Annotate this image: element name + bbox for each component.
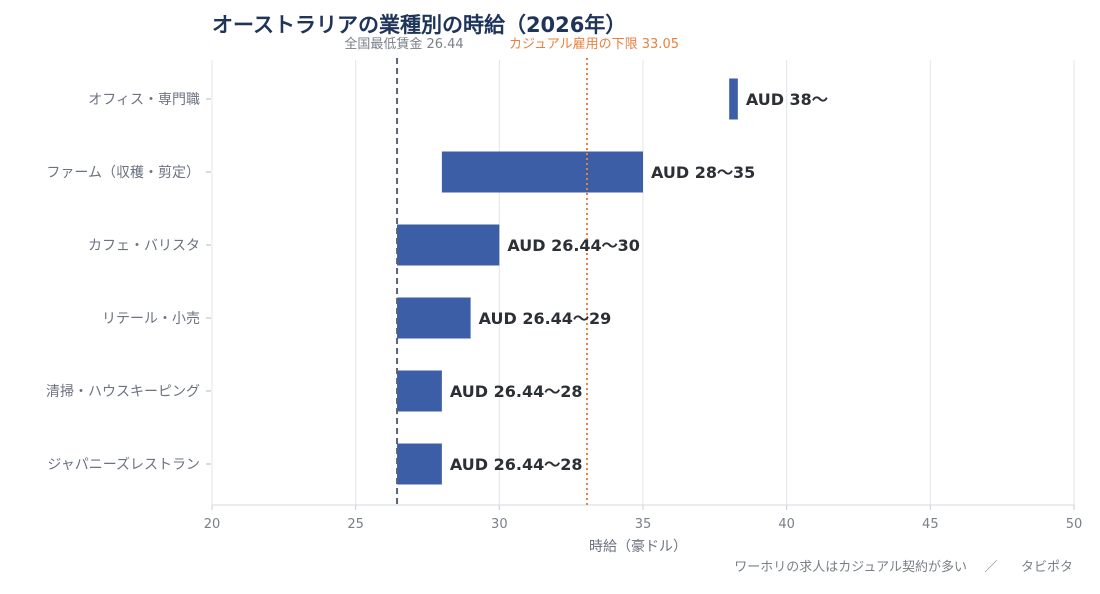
data-label: AUD 26.44〜29 (479, 309, 612, 328)
x-tick-label: 35 (635, 517, 652, 532)
reference-lines: 全国最低賃金 26.44 カジュアル雇用の下限 33.05 (344, 36, 679, 505)
data-label: AUD 26.44〜28 (450, 455, 583, 474)
chart-title: オーストラリアの業種別の時給（2026年） (212, 13, 626, 37)
reference-line-label: 全国最低賃金 26.44 (344, 36, 463, 52)
x-tick-label: 45 (922, 517, 939, 532)
bars (397, 78, 738, 485)
data-label: AUD 38〜 (746, 90, 828, 109)
footer: ワーホリの求人はカジュアル契約が多い ／ タビポタ (734, 559, 1073, 575)
data-label: AUD 26.44〜30 (507, 236, 640, 255)
x-tick-labels: 20 25 30 35 40 45 50 (204, 517, 1083, 532)
category-label: オフィス・専門職 (88, 92, 200, 108)
category-label: 清掃・ハウスキーピング (46, 383, 200, 400)
x-tick-label: 25 (347, 517, 364, 532)
x-tick-label: 40 (778, 517, 795, 532)
bar (397, 443, 442, 485)
category-label: ジャパニーズレストラン (47, 457, 200, 473)
x-tick-label: 50 (1066, 517, 1083, 532)
x-tick-label: 20 (204, 517, 221, 532)
x-axis-label: 時給（豪ドル） (589, 539, 687, 555)
data-label: AUD 28〜35 (651, 163, 755, 182)
category-label: リテール・小売 (102, 311, 200, 327)
footer-brand: タビポタ (1021, 560, 1073, 575)
bar (397, 370, 442, 412)
bar (397, 297, 471, 339)
bar (397, 224, 500, 266)
x-tick-label: 30 (491, 517, 508, 532)
category-label: ファーム（収穫・剪定） (46, 165, 200, 181)
bar (729, 78, 738, 120)
data-label: AUD 26.44〜28 (450, 382, 583, 401)
footer-note: ワーホリの求人はカジュアル契約が多い (734, 559, 967, 575)
footer-separator: ／ (984, 560, 997, 575)
data-labels: AUD 38〜 AUD 28〜35 AUD 26.44〜30 AUD 26.44〜29… (450, 90, 828, 474)
category-label: カフェ・バリスタ (88, 238, 200, 254)
bar (441, 151, 643, 193)
reference-line-label: カジュアル雇用の下限 33.05 (509, 36, 679, 52)
grid-lines (211, 60, 1075, 510)
